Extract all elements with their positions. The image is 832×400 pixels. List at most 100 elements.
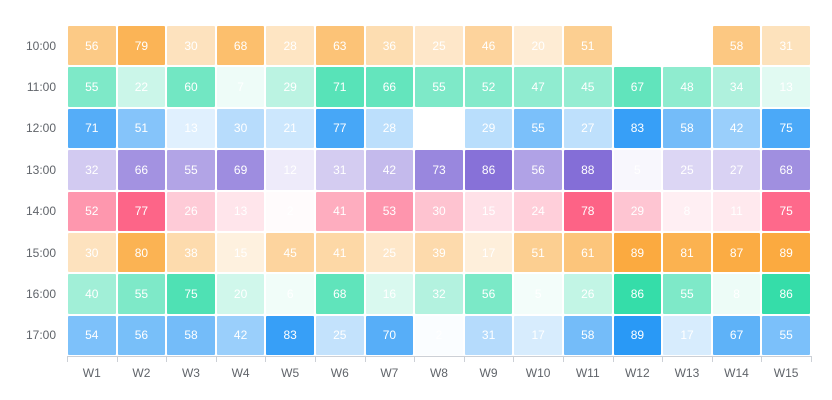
heatmap-cell[interactable]: 32 — [414, 273, 464, 315]
heatmap-cell[interactable]: 75 — [166, 273, 216, 315]
heatmap-cell[interactable]: 83 — [265, 314, 315, 356]
heatmap-cell[interactable]: 77 — [314, 107, 365, 150]
heatmap-cell[interactable]: 26 — [166, 190, 216, 232]
heatmap-cell[interactable]: 15 — [463, 190, 514, 232]
heatmap-cell[interactable]: 41 — [314, 231, 365, 274]
heatmap-cell[interactable]: 16 — [364, 273, 415, 315]
heatmap-cell[interactable]: 75 — [761, 107, 811, 150]
heatmap-cell[interactable]: 24 — [513, 190, 563, 232]
heatmap-cell[interactable]: 55 — [116, 273, 167, 315]
heatmap-cell[interactable]: 27 — [711, 149, 762, 191]
heatmap-cell[interactable]: 29 — [265, 66, 315, 108]
heatmap-cell[interactable]: 88 — [562, 149, 613, 191]
heatmap-cell[interactable]: 42 — [364, 149, 415, 191]
heatmap-cell[interactable]: 7 — [215, 66, 266, 108]
heatmap-cell[interactable]: 41 — [314, 190, 365, 232]
heatmap-cell[interactable]: 55 — [414, 66, 464, 108]
heatmap-cell[interactable]: 55 — [513, 107, 563, 150]
heatmap-cell[interactable]: 30 — [166, 25, 216, 67]
heatmap-cell[interactable]: 40 — [67, 273, 117, 315]
heatmap-cell[interactable]: 13 — [215, 190, 266, 232]
heatmap-cell[interactable]: 52 — [67, 190, 117, 232]
heatmap-cell[interactable]: 89 — [612, 314, 663, 356]
heatmap-cell[interactable]: 87 — [711, 231, 762, 274]
heatmap-cell[interactable]: 89 — [612, 231, 663, 274]
heatmap-cell[interactable]: 8 — [711, 273, 762, 315]
heatmap-cell[interactable]: 17 — [662, 314, 712, 356]
heatmap-cell[interactable]: 20 — [513, 25, 563, 67]
heatmap-cell[interactable]: 58 — [166, 314, 216, 356]
heatmap-cell[interactable]: 68 — [761, 149, 811, 191]
heatmap-cell[interactable]: 21 — [265, 107, 315, 150]
heatmap-cell[interactable]: 2 — [414, 314, 464, 356]
heatmap-cell[interactable]: 39 — [414, 231, 464, 274]
heatmap-cell[interactable]: 55 — [761, 314, 811, 356]
heatmap-cell[interactable]: 25 — [414, 25, 464, 67]
heatmap-cell[interactable]: 25 — [364, 231, 415, 274]
heatmap-cell[interactable]: 58 — [711, 25, 762, 67]
heatmap-cell[interactable]: 17 — [513, 314, 563, 356]
heatmap-cell[interactable]: 51 — [513, 231, 563, 274]
heatmap-cell[interactable]: 77 — [116, 190, 167, 232]
heatmap-cell[interactable]: 5 — [612, 149, 663, 191]
heatmap-cell[interactable]: 26 — [562, 273, 613, 315]
heatmap-cell[interactable]: 29 — [612, 190, 663, 232]
heatmap-cell[interactable]: 69 — [215, 149, 266, 191]
heatmap-cell[interactable]: 70 — [364, 314, 415, 356]
heatmap-cell[interactable]: 28 — [265, 25, 315, 67]
heatmap-cell[interactable]: 36 — [364, 25, 415, 67]
heatmap-cell[interactable]: 15 — [215, 231, 266, 274]
heatmap-cell[interactable]: 71 — [67, 107, 117, 150]
heatmap-cell[interactable]: 13 — [761, 66, 811, 108]
heatmap-cell[interactable]: 56 — [513, 149, 563, 191]
heatmap-cell[interactable]: 83 — [612, 107, 663, 150]
heatmap-cell[interactable]: 2 — [265, 190, 315, 232]
heatmap-cell[interactable]: 12 — [265, 149, 315, 191]
heatmap-cell[interactable]: 38 — [166, 231, 216, 274]
heatmap-cell[interactable]: 56 — [116, 314, 167, 356]
heatmap-cell[interactable]: 28 — [364, 107, 415, 150]
heatmap-cell[interactable]: 81 — [662, 231, 712, 274]
heatmap-cell[interactable]: 6 — [265, 273, 315, 315]
heatmap-cell[interactable]: 25 — [314, 314, 365, 356]
heatmap-cell[interactable]: 78 — [562, 190, 613, 232]
heatmap-cell[interactable]: 11 — [711, 190, 762, 232]
heatmap-cell[interactable]: 34 — [711, 66, 762, 108]
heatmap-cell[interactable]: 31 — [463, 314, 514, 356]
heatmap-cell[interactable]: 55 — [662, 273, 712, 315]
heatmap-cell[interactable]: 58 — [562, 314, 613, 356]
heatmap-cell[interactable]: 86 — [761, 273, 811, 315]
heatmap-cell[interactable]: 20 — [215, 273, 266, 315]
heatmap-cell[interactable]: 47 — [513, 66, 563, 108]
heatmap-cell[interactable]: 48 — [662, 66, 712, 108]
heatmap-cell[interactable]: 42 — [215, 314, 266, 356]
heatmap-cell[interactable]: 80 — [116, 231, 167, 274]
heatmap-cell[interactable]: 45 — [562, 66, 613, 108]
heatmap-cell[interactable]: 30 — [67, 231, 117, 274]
heatmap-cell[interactable]: 68 — [215, 25, 266, 67]
heatmap-cell[interactable]: 68 — [314, 273, 365, 315]
heatmap-cell[interactable]: 79 — [116, 25, 167, 67]
heatmap-cell[interactable]: 66 — [364, 66, 415, 108]
heatmap-cell[interactable]: 56 — [463, 273, 514, 315]
heatmap-cell[interactable]: 42 — [711, 107, 762, 150]
heatmap-cell[interactable]: 13 — [166, 107, 216, 150]
heatmap-cell[interactable]: 29 — [463, 107, 514, 150]
heatmap-cell[interactable]: 63 — [314, 25, 365, 67]
heatmap-cell[interactable]: 8 — [662, 190, 712, 232]
heatmap-cell[interactable]: 60 — [166, 66, 216, 108]
heatmap-cell[interactable]: 53 — [364, 190, 415, 232]
heatmap-cell[interactable]: 45 — [265, 231, 315, 274]
heatmap-cell[interactable]: 25 — [662, 149, 712, 191]
heatmap-cell[interactable]: 55 — [67, 66, 117, 108]
heatmap-cell[interactable]: 86 — [463, 149, 514, 191]
heatmap-cell[interactable]: 55 — [166, 149, 216, 191]
heatmap-cell[interactable]: 31 — [761, 25, 811, 67]
heatmap-cell[interactable]: 51 — [116, 107, 167, 150]
heatmap-cell[interactable]: 66 — [116, 149, 167, 191]
heatmap-cell[interactable]: 86 — [612, 273, 663, 315]
heatmap-cell[interactable]: 67 — [612, 66, 663, 108]
heatmap-cell[interactable]: 89 — [761, 231, 811, 274]
heatmap-cell[interactable]: 30 — [215, 107, 266, 150]
heatmap-cell[interactable]: 22 — [116, 66, 167, 108]
